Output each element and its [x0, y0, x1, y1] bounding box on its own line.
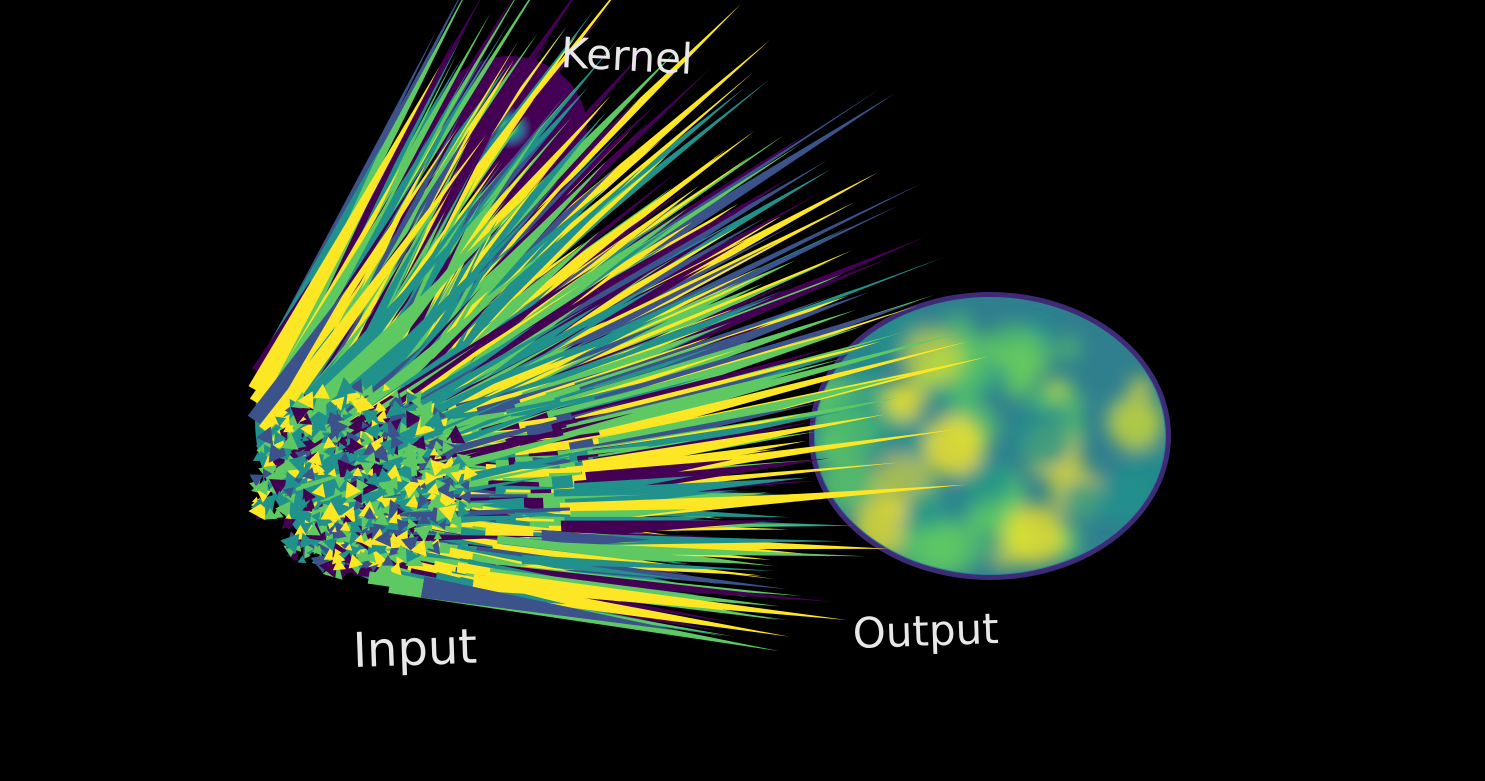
output-label: Output: [851, 603, 1000, 658]
input-label: Input: [351, 618, 479, 679]
kernel-label: Kernel: [559, 28, 694, 84]
input-spiky-sphere: [247, 0, 989, 652]
output-sphere: [809, 292, 1171, 580]
